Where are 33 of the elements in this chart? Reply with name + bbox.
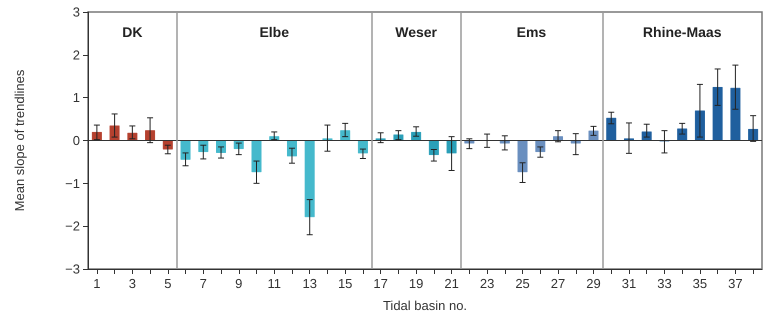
annotation: Rhine-Maas [642, 24, 722, 40]
x-tick-label: 29 [586, 276, 601, 291]
x-tick-label: 33 [657, 276, 672, 291]
x-tick-label: 23 [480, 276, 494, 291]
x-tick-label: 5 [164, 276, 172, 291]
x-tick-label: 21 [444, 276, 459, 291]
x-axis-title: Tidal basin no. [382, 298, 468, 313]
x-tick-label: 25 [515, 276, 530, 291]
x-tick-label: 19 [408, 276, 424, 291]
x-tick-label: 27 [550, 276, 566, 291]
annotation: Weser [395, 24, 438, 40]
x-tick-label: 1 [93, 276, 100, 291]
y-tick-label: 0 [72, 133, 80, 148]
x-tick-label: 35 [692, 276, 708, 291]
x-tick-label: 11 [267, 276, 281, 291]
y-tick-label: 3 [72, 4, 80, 20]
x-tick-label: 9 [235, 276, 242, 291]
y-tick-label: 1 [72, 90, 80, 106]
annotation: Elbe [259, 24, 290, 40]
x-tick-label: 37 [728, 276, 743, 291]
x-tick-label: 15 [338, 276, 352, 291]
annotation: Ems [516, 24, 546, 40]
x-tick-label: 17 [373, 276, 388, 291]
y-tick-label: 2 [72, 47, 80, 62]
x-tick-label: 7 [200, 276, 207, 291]
y-tick-label: −2 [65, 218, 80, 234]
y-tick-label: −1 [65, 176, 80, 191]
y-axis-title: Mean slope of trendlines [12, 69, 27, 212]
y-tick-label: −3 [65, 262, 80, 276]
x-tick-label: 3 [128, 276, 136, 291]
annotation: DK [122, 24, 142, 40]
x-tick-label: 31 [622, 276, 636, 291]
x-tick-label: 13 [302, 276, 317, 291]
